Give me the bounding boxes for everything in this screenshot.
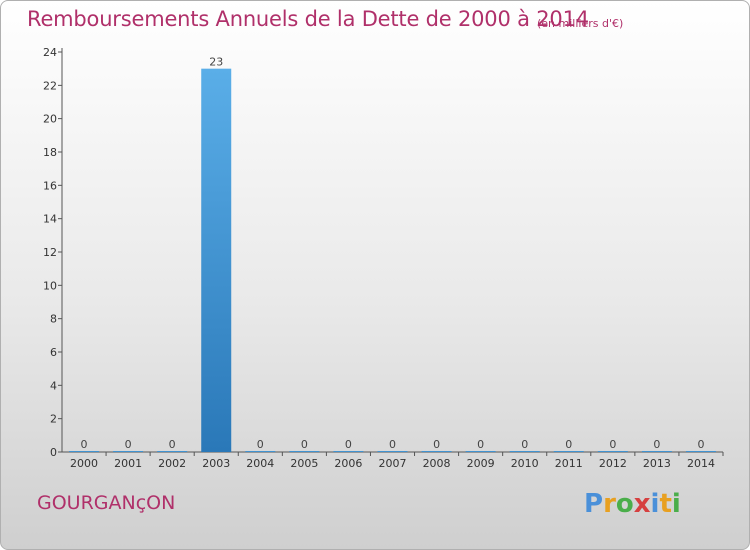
bar [421, 451, 452, 452]
logo-letter: r [603, 489, 616, 519]
x-tick-label: 2011 [555, 457, 583, 470]
y-tick-label: 22 [43, 79, 57, 92]
logo-letter: i [671, 489, 681, 519]
data-label: 0 [653, 438, 660, 451]
y-tick-label: 6 [50, 346, 57, 359]
commune-name: GOURGANçON [37, 492, 176, 514]
y-tick-label: 14 [43, 213, 57, 226]
y-tick-label: 2 [50, 413, 57, 426]
x-tick-label: 2013 [643, 457, 671, 470]
bar [685, 451, 716, 452]
data-label: 0 [433, 438, 440, 451]
bar [509, 451, 540, 452]
data-label: 0 [521, 438, 528, 451]
y-tick-label: 24 [43, 46, 57, 59]
x-tick-label: 2008 [423, 457, 451, 470]
data-label: 0 [169, 438, 176, 451]
bar [289, 451, 320, 452]
chart-subtitle: (en milliers d'€) [537, 17, 624, 30]
data-label: 0 [345, 438, 352, 451]
bar [553, 451, 584, 452]
x-tick-label: 2010 [511, 457, 539, 470]
bar [641, 451, 672, 452]
data-label: 23 [209, 56, 223, 69]
x-tick-label: 2003 [202, 457, 230, 470]
data-label: 0 [609, 438, 616, 451]
y-tick-label: 12 [43, 246, 57, 259]
y-tick-label: 16 [43, 179, 57, 192]
x-tick-label: 2012 [599, 457, 627, 470]
data-label: 0 [389, 438, 396, 451]
data-label: 0 [81, 438, 88, 451]
y-tick-label: 4 [50, 379, 57, 392]
data-label: 0 [565, 438, 572, 451]
bar [597, 451, 628, 452]
x-tick-label: 2002 [158, 457, 186, 470]
y-tick-label: 18 [43, 146, 57, 159]
x-tick-label: 2001 [114, 457, 142, 470]
bar [201, 68, 232, 453]
y-tick-label: 20 [43, 113, 57, 126]
logo-letter: t [659, 489, 672, 519]
bar [157, 451, 188, 452]
x-tick-label: 2004 [246, 457, 274, 470]
bar [377, 451, 408, 452]
chart-title: Remboursements Annuels de la Dette de 20… [27, 7, 589, 31]
y-tick-label: 0 [50, 446, 57, 459]
x-tick-label: 2009 [467, 457, 495, 470]
x-tick-label: 2000 [70, 457, 98, 470]
x-tick-label: 2007 [379, 457, 407, 470]
x-tick-label: 2014 [687, 457, 715, 470]
x-tick-label: 2005 [290, 457, 318, 470]
logo-letter: i [650, 489, 660, 519]
logo-letter: P [584, 489, 604, 519]
x-tick-label: 2006 [334, 457, 362, 470]
bar [245, 451, 276, 452]
data-label: 0 [301, 438, 308, 451]
y-tick-label: 10 [43, 279, 57, 292]
bar [333, 451, 364, 452]
bar [465, 451, 496, 452]
data-label: 0 [257, 438, 264, 451]
logo-letter: o [615, 489, 634, 519]
data-label: 0 [697, 438, 704, 451]
logo-letter: x [633, 489, 651, 519]
data-label: 0 [477, 438, 484, 451]
bar [113, 451, 144, 452]
data-label: 0 [125, 438, 132, 451]
y-tick-label: 8 [50, 313, 57, 326]
bar [69, 451, 100, 452]
proxiti-logo: Proxiti [584, 489, 681, 519]
